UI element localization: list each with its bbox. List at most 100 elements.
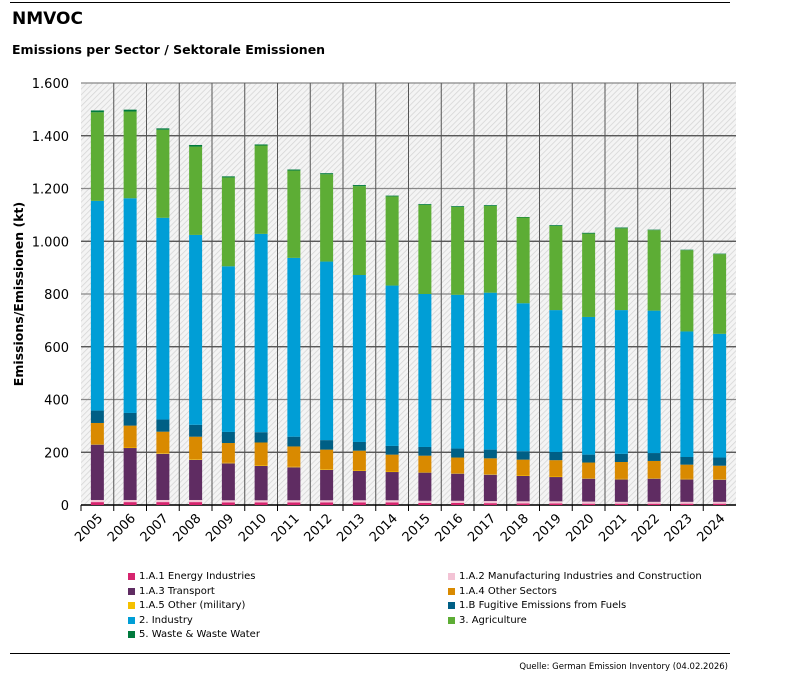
bar-segment — [418, 204, 432, 294]
bar-segment — [549, 501, 563, 504]
bar-segment — [189, 424, 203, 437]
bar-segment — [90, 200, 104, 411]
bar-segment — [582, 316, 596, 455]
bar-segment — [90, 410, 104, 423]
bar-segment — [418, 455, 432, 473]
legend-label: 2. Industry — [139, 614, 193, 626]
bar-segment — [549, 310, 563, 452]
bar-segment — [385, 285, 399, 446]
bar-segment — [713, 503, 727, 505]
bar-segment — [451, 502, 465, 505]
bar-segment — [483, 458, 497, 475]
bar-segment — [385, 196, 399, 286]
x-tick-label: 2005 — [72, 511, 106, 545]
bar-segment — [483, 449, 497, 459]
bar-segment — [221, 462, 235, 464]
bar-segment — [713, 479, 727, 480]
bar-segment — [254, 465, 268, 466]
bar-segment — [320, 440, 334, 450]
bar-segment — [451, 473, 465, 474]
legend-item: 3. Agriculture — [448, 615, 527, 626]
bar-segment — [189, 436, 203, 460]
bar-segment — [123, 425, 137, 448]
legend-label: 1.B Fugitive Emissions from Fuels — [459, 600, 627, 611]
legend-item: 1.A.1 Energy Industries — [128, 571, 255, 582]
bar-segment — [352, 275, 366, 442]
x-tick-label: 2011 — [269, 511, 303, 545]
bar-segment — [483, 205, 497, 206]
legend-swatch — [128, 616, 135, 624]
y-tick-label: 400 — [44, 394, 69, 409]
x-tick-label: 2015 — [400, 511, 434, 545]
bar-segment — [90, 502, 104, 505]
bar-segment — [549, 225, 563, 311]
bar-segment — [451, 500, 465, 503]
bar-segment — [385, 195, 399, 197]
bar-segment — [352, 185, 366, 187]
bar-segment — [582, 478, 596, 502]
bar-segment — [254, 465, 268, 501]
bar-segment — [680, 501, 694, 504]
bar-segment — [254, 233, 268, 433]
bar-segment — [614, 478, 628, 480]
bar-segment — [123, 412, 137, 426]
legend-swatch — [448, 616, 455, 624]
bottom-rule — [10, 653, 730, 654]
bar-segment — [352, 470, 366, 501]
bar-segment — [451, 294, 465, 449]
bar-segment — [680, 250, 694, 332]
stacked-bar-chart: 02004006008001.0001.2001.4001.6002005200… — [11, 77, 736, 545]
bar-segment — [385, 472, 399, 501]
bar-segment — [189, 146, 203, 235]
top-rule — [10, 2, 730, 3]
legend-item: 5. Waste & Waste Water — [128, 629, 260, 640]
legend-swatch — [448, 602, 455, 609]
bar-segment — [483, 474, 497, 502]
bar-segment — [516, 501, 530, 504]
bar-segment — [647, 478, 661, 502]
bar-segment — [221, 266, 235, 432]
x-tick-label: 2010 — [236, 511, 270, 545]
legend-label: 5. Waste & Waste Water — [139, 629, 260, 640]
chart-title: NMVOC — [12, 9, 83, 29]
bar-segment — [287, 467, 301, 501]
bar-segment — [680, 456, 694, 465]
bar-segment — [680, 331, 694, 457]
bar-segment — [123, 198, 137, 413]
bar-segment — [90, 112, 104, 201]
bar-segment — [254, 442, 268, 466]
bar-segment — [156, 431, 170, 454]
bar-segment — [352, 450, 366, 471]
bar-segment — [287, 446, 301, 467]
bar-segment — [647, 453, 661, 461]
x-tick-label: 2024 — [694, 511, 728, 545]
bar-segment — [483, 501, 497, 504]
bar-segment — [647, 310, 661, 454]
bar-segment — [713, 465, 727, 480]
x-tick-label: 2018 — [498, 511, 532, 545]
x-tick-label: 2016 — [432, 511, 466, 545]
bar-segment — [614, 228, 628, 311]
bar-segment — [418, 446, 432, 456]
chart-subtitle: Emissions per Sector / Sektorale Emissio… — [12, 42, 326, 57]
bar-segment — [287, 169, 301, 171]
bar-segment — [451, 206, 465, 295]
bar-segment — [352, 441, 366, 451]
legend-item: 1.B Fugitive Emissions from Fuels — [448, 600, 626, 611]
bar-segment — [123, 111, 137, 199]
bar-segment — [287, 436, 301, 447]
bar-segment — [287, 466, 301, 468]
legend-swatch — [448, 587, 455, 595]
legend-label: 3. Agriculture — [459, 614, 527, 626]
bar-segment — [549, 460, 563, 477]
legend-label: 1.A.4 Other Sectors — [459, 585, 557, 597]
bar-segment — [647, 503, 661, 505]
bar-segment — [123, 448, 137, 500]
bar-segment — [156, 502, 170, 505]
bar-segment — [320, 449, 334, 470]
bar-segment — [647, 230, 661, 311]
x-tick-label: 2017 — [465, 511, 499, 545]
bar-segment — [385, 471, 399, 473]
legend-swatch — [448, 573, 455, 580]
bar-segment — [156, 419, 170, 432]
